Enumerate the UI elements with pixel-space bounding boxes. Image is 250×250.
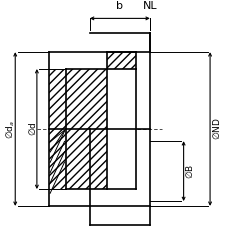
Text: b: b	[116, 1, 123, 11]
Text: $\varnothing$ND: $\varnothing$ND	[210, 118, 222, 141]
Bar	[107, 52, 136, 69]
Text: $\varnothing$B: $\varnothing$B	[184, 164, 195, 179]
Bar	[49, 69, 136, 189]
Text: $\varnothing$d: $\varnothing$d	[26, 122, 38, 136]
Text: $\varnothing$d$_a$: $\varnothing$d$_a$	[4, 120, 17, 139]
Text: NL: NL	[143, 1, 157, 11]
Bar	[107, 69, 136, 189]
Bar	[49, 52, 150, 206]
